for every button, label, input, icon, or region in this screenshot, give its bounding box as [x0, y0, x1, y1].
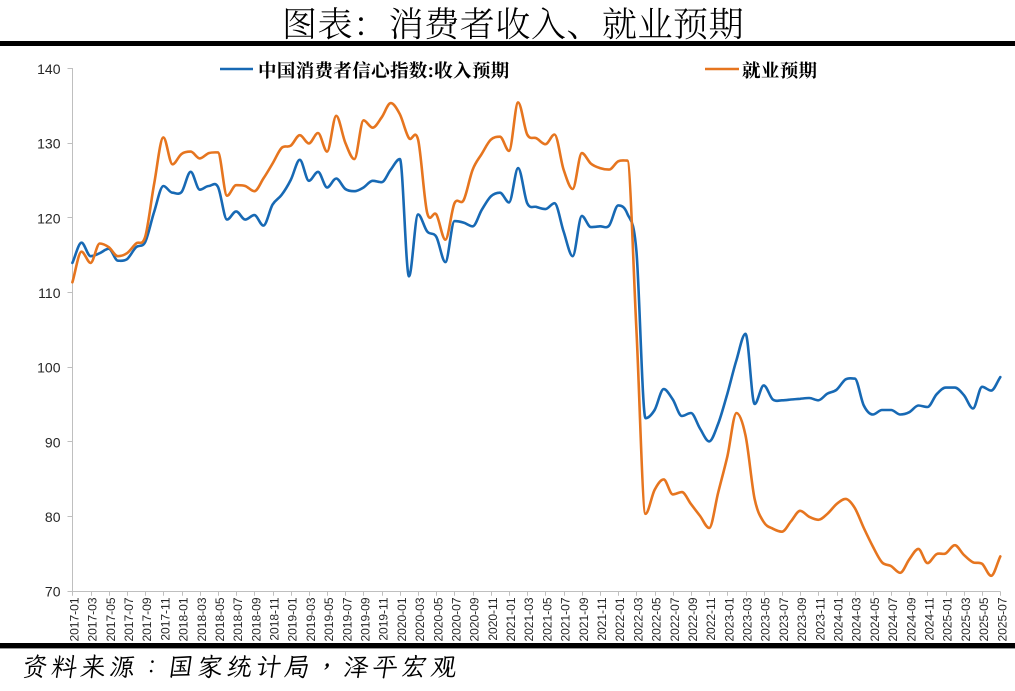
svg-text:2017-07: 2017-07	[122, 597, 136, 641]
svg-text:2017-03: 2017-03	[86, 597, 100, 641]
svg-text:2018-11: 2018-11	[268, 597, 282, 640]
svg-text:2023-05: 2023-05	[759, 597, 773, 641]
svg-text:2020-03: 2020-03	[413, 597, 427, 641]
svg-text:2025-05: 2025-05	[977, 597, 991, 641]
svg-text:2024-07: 2024-07	[886, 597, 900, 641]
svg-text:2023-03: 2023-03	[741, 597, 755, 641]
svg-text:2022-01: 2022-01	[613, 597, 627, 641]
svg-text:2018-05: 2018-05	[213, 597, 227, 641]
svg-text:2020-09: 2020-09	[468, 597, 482, 641]
svg-text:2019-11: 2019-11	[377, 597, 391, 640]
svg-text:2018-03: 2018-03	[195, 597, 209, 641]
svg-text:2019-07: 2019-07	[340, 597, 354, 641]
svg-text:2017-09: 2017-09	[140, 597, 154, 641]
svg-text:2019-09: 2019-09	[359, 597, 373, 641]
svg-text:2023-09: 2023-09	[795, 597, 809, 641]
svg-text:2025-03: 2025-03	[959, 597, 973, 641]
svg-text:80: 80	[45, 509, 61, 525]
svg-text:2018-09: 2018-09	[249, 597, 263, 641]
svg-text:2018-01: 2018-01	[177, 597, 191, 641]
svg-text:120: 120	[37, 210, 61, 226]
svg-text:2023-01: 2023-01	[722, 597, 736, 641]
svg-text:2022-11: 2022-11	[704, 597, 718, 640]
svg-text:2020-05: 2020-05	[431, 597, 445, 641]
svg-text:2024-03: 2024-03	[850, 597, 864, 641]
svg-text:2023-11: 2023-11	[813, 597, 827, 640]
svg-text:2017-11: 2017-11	[158, 597, 172, 640]
svg-text:70: 70	[45, 584, 61, 600]
svg-text:2019-03: 2019-03	[304, 597, 318, 641]
svg-text:2017-01: 2017-01	[67, 597, 81, 641]
svg-text:2024-09: 2024-09	[904, 597, 918, 641]
svg-text:2020-07: 2020-07	[450, 597, 464, 641]
svg-text:2019-01: 2019-01	[286, 597, 300, 641]
svg-text:2022-07: 2022-07	[668, 597, 682, 641]
svg-text:2021-11: 2021-11	[595, 597, 609, 640]
svg-text:2021-09: 2021-09	[577, 597, 591, 641]
svg-text:2024-05: 2024-05	[868, 597, 882, 641]
svg-text:100: 100	[37, 360, 61, 376]
svg-text:2025-01: 2025-01	[941, 597, 955, 641]
svg-text:2020-01: 2020-01	[395, 597, 409, 641]
svg-text:2020-11: 2020-11	[486, 597, 500, 640]
svg-text:2024-11: 2024-11	[923, 597, 937, 640]
svg-text:90: 90	[45, 434, 61, 450]
svg-text:2025-07: 2025-07	[995, 597, 1009, 641]
svg-text:2022-05: 2022-05	[650, 597, 664, 641]
svg-text:2021-01: 2021-01	[504, 597, 518, 641]
svg-text:2024-01: 2024-01	[832, 597, 846, 641]
svg-text:2018-07: 2018-07	[231, 597, 245, 641]
svg-text:2022-03: 2022-03	[631, 597, 645, 641]
svg-text:2021-07: 2021-07	[559, 597, 573, 641]
svg-text:2022-09: 2022-09	[686, 597, 700, 641]
svg-text:140: 140	[37, 61, 61, 77]
svg-text:2017-05: 2017-05	[104, 597, 118, 641]
svg-text:2019-05: 2019-05	[322, 597, 336, 641]
svg-text:130: 130	[37, 136, 61, 152]
svg-text:2021-03: 2021-03	[522, 597, 536, 641]
svg-text:2021-05: 2021-05	[540, 597, 554, 641]
svg-text:2023-07: 2023-07	[777, 597, 791, 641]
svg-text:110: 110	[38, 285, 61, 301]
